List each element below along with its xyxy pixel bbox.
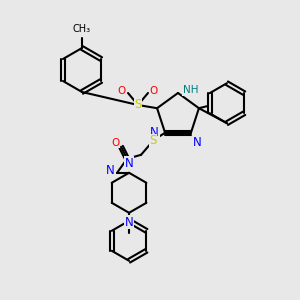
Text: NH: NH <box>183 85 199 95</box>
Text: N: N <box>193 136 202 149</box>
Text: N: N <box>125 157 134 170</box>
Text: O: O <box>150 86 158 96</box>
Text: N: N <box>150 126 159 139</box>
Text: S: S <box>134 98 142 112</box>
Text: N: N <box>125 216 134 229</box>
Text: O: O <box>111 138 119 148</box>
Text: CH₃: CH₃ <box>73 24 91 34</box>
Text: O: O <box>118 86 126 96</box>
Text: N: N <box>106 164 115 177</box>
Text: S: S <box>149 134 157 147</box>
